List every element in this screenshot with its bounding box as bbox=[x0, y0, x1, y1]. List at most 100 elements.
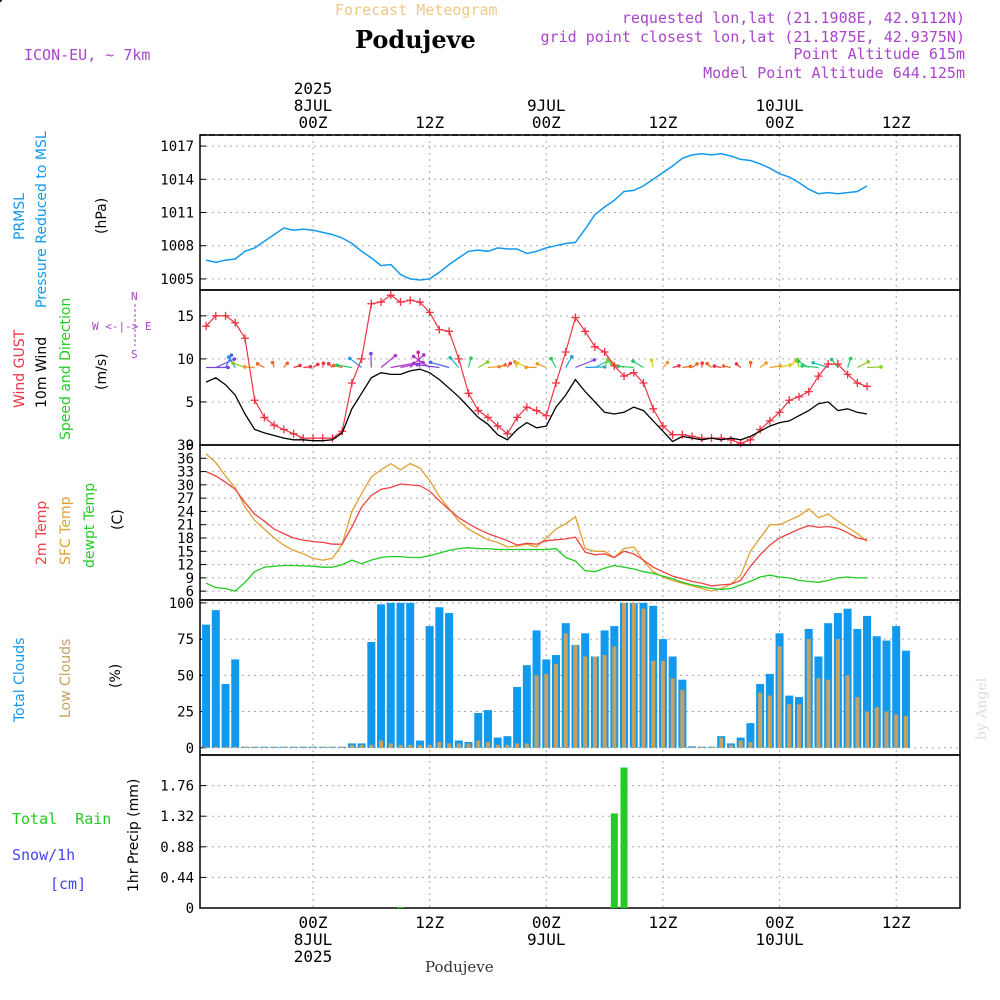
low-cloud-bar bbox=[301, 746, 306, 748]
low-cloud-bar bbox=[379, 740, 384, 748]
temp-ytick-label: 39 bbox=[177, 438, 194, 454]
gust-point bbox=[726, 435, 735, 444]
wind-arrowhead bbox=[515, 361, 520, 365]
wind-ytick-label: 5 bbox=[186, 395, 194, 411]
gust-point bbox=[406, 296, 415, 305]
time-label-top: 8JUL bbox=[294, 96, 333, 115]
precip-label-cm: [cm] bbox=[50, 875, 86, 893]
gust-point bbox=[445, 327, 454, 336]
dewpt-line bbox=[205, 547, 867, 592]
rain-bar bbox=[610, 813, 618, 908]
temp-label-dewpt: dewpt Temp bbox=[82, 483, 98, 568]
wind-arrowhead bbox=[721, 364, 726, 368]
low-cloud-bar bbox=[447, 743, 452, 748]
gust-point bbox=[513, 413, 522, 422]
wind-arrow bbox=[779, 364, 791, 369]
location-title: Podujeve bbox=[355, 25, 476, 54]
wind-arrow bbox=[487, 366, 500, 369]
wind-arrowhead bbox=[229, 353, 234, 357]
time-label-top: 12Z bbox=[882, 113, 911, 132]
temp-ytick-label: 9 bbox=[186, 571, 194, 587]
low-cloud-bar bbox=[884, 711, 889, 748]
wind-arrowhead bbox=[811, 360, 815, 365]
wind-arrowhead bbox=[369, 351, 373, 356]
low-cloud-bar bbox=[252, 746, 257, 748]
clouds-label-total: Total Clouds bbox=[12, 638, 28, 723]
gust-point bbox=[746, 435, 755, 444]
clouds-panel: 0 25 50 75 100 bbox=[169, 596, 961, 757]
gust-point bbox=[270, 421, 279, 430]
wind-arrow bbox=[575, 359, 595, 369]
wind-arrowhead bbox=[485, 360, 490, 364]
gust-point bbox=[717, 434, 726, 443]
gust-point bbox=[221, 311, 230, 320]
low-cloud-bar bbox=[213, 746, 218, 748]
low-cloud-bar bbox=[427, 744, 432, 748]
low-cloud-bar bbox=[534, 675, 539, 748]
gust-point bbox=[240, 334, 249, 343]
wind-arrowhead bbox=[592, 358, 597, 362]
wind-arrowhead bbox=[321, 361, 326, 366]
pressure-ytick-label: 1008 bbox=[160, 239, 194, 255]
wind-arrowhead bbox=[734, 362, 739, 366]
temp-label-unit: (C) bbox=[110, 509, 126, 530]
total-cloud-bar bbox=[483, 710, 492, 748]
wind-arrow bbox=[430, 361, 450, 369]
gust-point bbox=[231, 318, 240, 327]
low-cloud-bar bbox=[524, 743, 529, 748]
low-cloud-bar bbox=[262, 746, 267, 748]
low-cloud-bar bbox=[728, 744, 733, 748]
wind-arrow bbox=[380, 355, 396, 368]
gust-point bbox=[629, 368, 638, 377]
low-cloud-bar bbox=[865, 711, 870, 748]
clouds-label-unit: (%) bbox=[108, 664, 124, 688]
low-cloud-bar bbox=[563, 633, 568, 748]
low-cloud-bar bbox=[797, 704, 801, 748]
precip-ytick-label: 1.32 bbox=[160, 809, 194, 825]
wind-arrow bbox=[618, 365, 634, 369]
temp-ytick-label: 36 bbox=[177, 451, 194, 467]
low-cloud-bar bbox=[612, 646, 617, 748]
gust-point bbox=[279, 425, 288, 434]
pressure-ytick-label: 1005 bbox=[160, 272, 194, 288]
wind-arrowhead bbox=[393, 353, 398, 358]
precip-ytick-label: 0.88 bbox=[160, 840, 194, 856]
gust-point bbox=[542, 411, 551, 420]
total-cloud-bar bbox=[415, 740, 424, 748]
gust-point bbox=[658, 422, 667, 431]
clouds-ytick-label: 25 bbox=[177, 705, 194, 721]
time-label-top: 00Z bbox=[765, 113, 794, 132]
precip-label-snow: Snow/1h bbox=[12, 846, 75, 864]
low-cloud-bar bbox=[758, 692, 763, 748]
gust-point bbox=[668, 430, 677, 439]
wind-arrowhead bbox=[226, 365, 230, 370]
rain-bar bbox=[396, 907, 404, 908]
gust-point bbox=[785, 396, 794, 405]
model-altitude: Model Point Altitude 644.125m bbox=[703, 64, 965, 82]
wind-arrowhead bbox=[829, 357, 834, 362]
gust-point bbox=[503, 429, 512, 438]
precip-ytick-label: 1.76 bbox=[160, 779, 194, 795]
requested-point: requested lon,lat (21.1908E, 42.9112N) bbox=[622, 9, 965, 27]
time-label-top: 00Z bbox=[532, 113, 561, 132]
wind-arrowhead bbox=[524, 365, 528, 370]
low-cloud-bar bbox=[622, 602, 627, 748]
gust-point bbox=[649, 404, 658, 413]
low-cloud-bar bbox=[816, 678, 821, 748]
low-cloud-bar bbox=[495, 744, 500, 748]
total-cloud-bar bbox=[892, 626, 901, 748]
total-cloud-bar bbox=[445, 613, 454, 748]
gust-point bbox=[367, 299, 376, 308]
total-cloud-bar bbox=[396, 602, 405, 748]
low-cloud-bar bbox=[437, 741, 442, 748]
gust-point bbox=[299, 434, 308, 443]
precip-ytick-label: 0 bbox=[186, 901, 194, 917]
temp-ytick-label: 15 bbox=[177, 544, 194, 560]
precip-label-axis: 1hr Precip (mm) bbox=[126, 779, 142, 892]
wind-arrow bbox=[349, 357, 362, 368]
low-cloud-bar bbox=[398, 744, 403, 748]
total-cloud-bar bbox=[211, 610, 220, 748]
wind-arrow bbox=[337, 364, 352, 369]
footer-location: Podujeve bbox=[425, 958, 494, 976]
low-cloud-bar bbox=[466, 743, 471, 748]
